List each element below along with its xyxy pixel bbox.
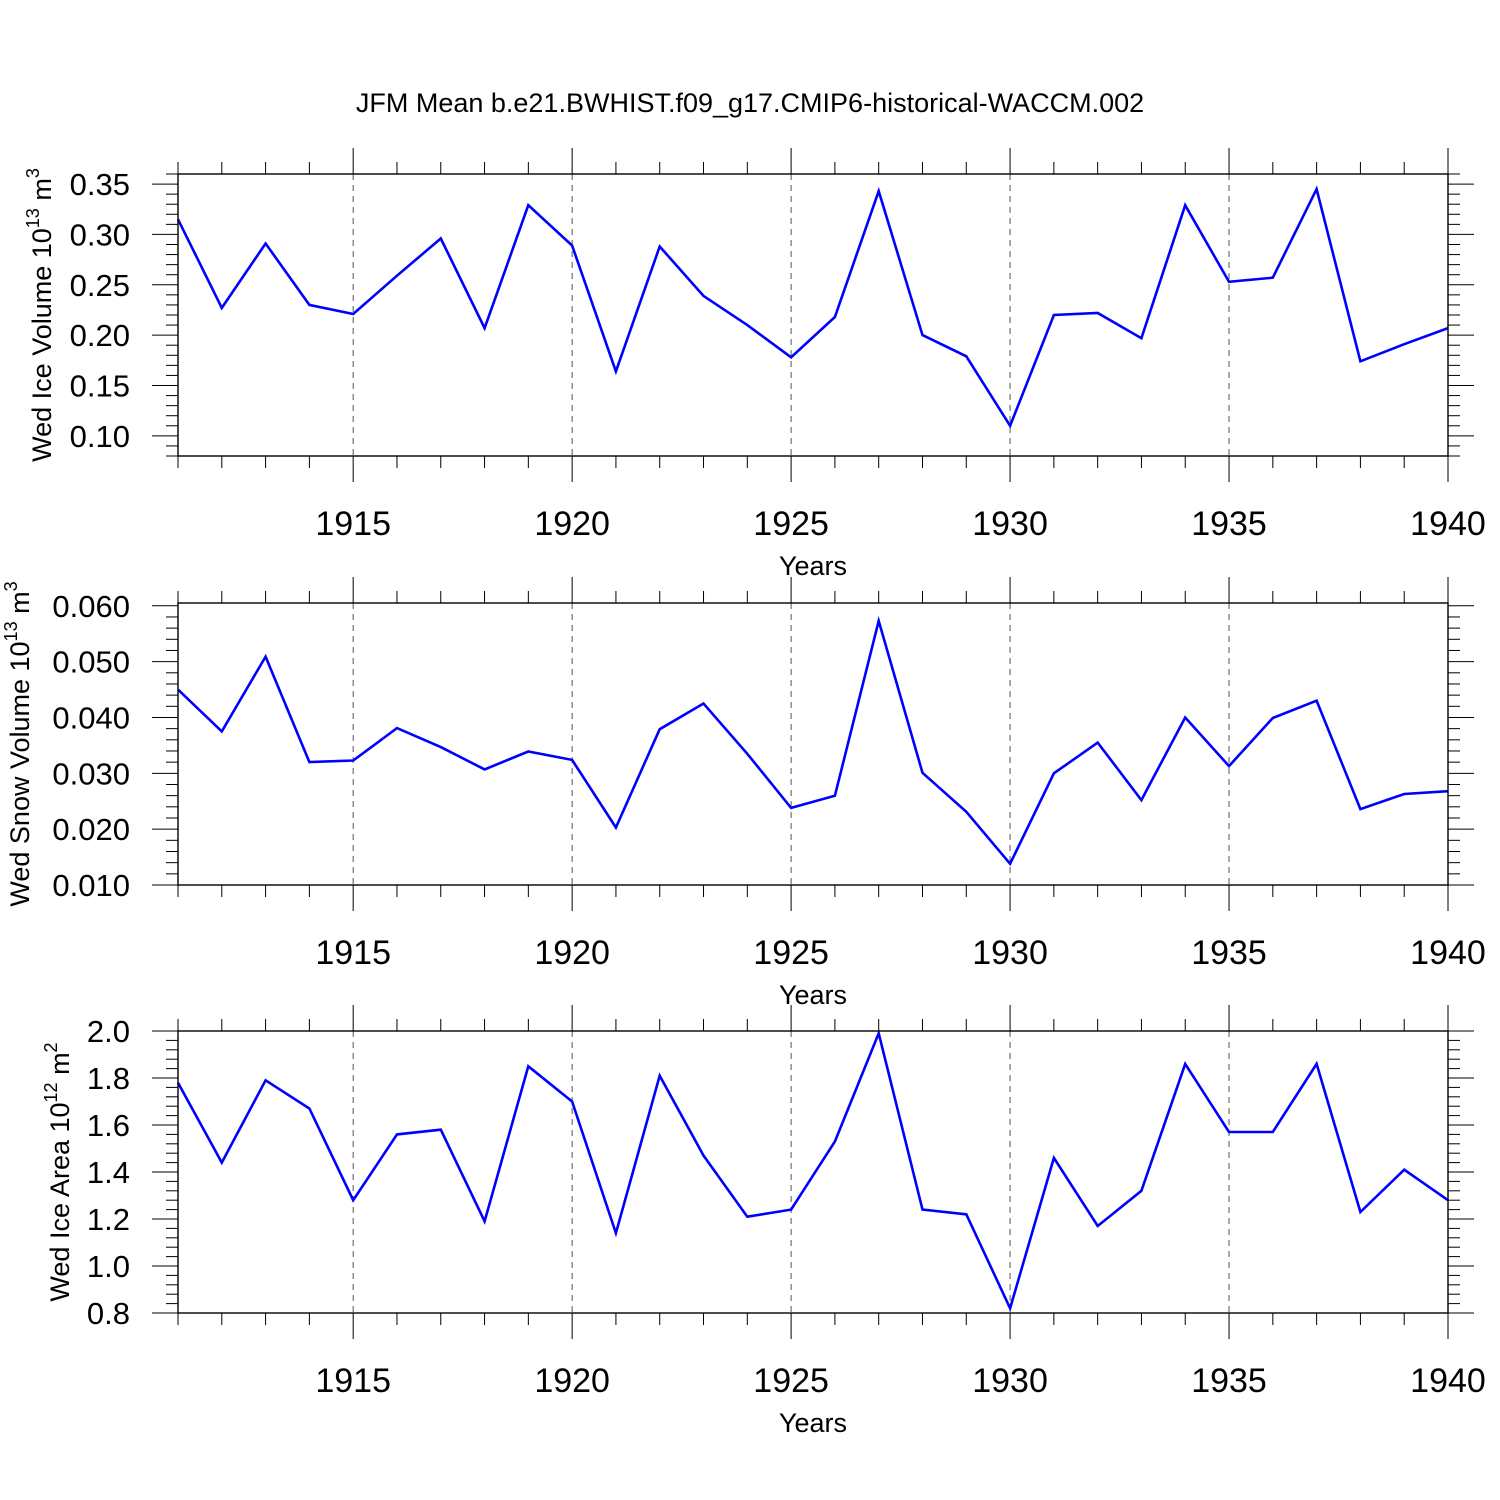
plot-frame — [177, 1030, 1449, 1314]
y-tick-label: 1.4 — [87, 1155, 130, 1190]
y-tick-label: 0.30 — [70, 217, 130, 252]
x-tick-label: 1920 — [534, 1362, 610, 1400]
y-tick-label: 0.020 — [52, 812, 130, 847]
x-tick-label: 1925 — [753, 1362, 829, 1400]
y-tick-label: 1.6 — [87, 1108, 130, 1143]
y-axis-label-unit-exponent: 2 — [41, 1042, 61, 1052]
x-tick-label: 1925 — [753, 934, 829, 972]
y-tick-label: 0.050 — [52, 645, 130, 680]
x-tick-label: 1920 — [534, 934, 610, 972]
x-tick-label: 1935 — [1191, 1362, 1267, 1400]
chart-panel-2: 0.010 0.020 0.030 0.040 0.050 0.060 1915 1920 19… — [1, 577, 1486, 1010]
plot-frame — [177, 602, 1449, 886]
x-tick-label: 1940 — [1410, 934, 1486, 972]
x-tick-label: 1915 — [315, 1362, 391, 1400]
y-axis-label-main: Wed Ice Area 10 — [45, 1102, 75, 1301]
y-axis-label-exponent: 12 — [41, 1082, 61, 1102]
y-tick-label: 0.030 — [52, 756, 130, 791]
y-tick-label: 1.0 — [87, 1249, 130, 1284]
y-tick-label: 1.2 — [87, 1202, 130, 1237]
y-axis-label-unit: m — [5, 591, 35, 621]
y-axis-label-unit: m — [45, 1052, 75, 1082]
x-tick-label: 1915 — [315, 505, 391, 543]
y-tick-label: 0.060 — [52, 589, 130, 624]
y-tick-label: 0.8 — [87, 1296, 130, 1331]
series-line — [176, 185, 1449, 429]
series-line — [176, 1029, 1449, 1312]
y-axis-label-exponent: 13 — [23, 208, 43, 228]
x-tick-label: 1930 — [972, 1362, 1048, 1400]
x-tick-label: 1930 — [972, 505, 1048, 543]
figure-title: JFM Mean b.e21.BWHIST.f09_g17.CMIP6-hist… — [356, 88, 1144, 118]
y-axis-label-unit-exponent: 3 — [1, 581, 21, 591]
y-tick-label: 2.0 — [87, 1014, 130, 1049]
y-axis-label-exponent: 13 — [1, 621, 21, 641]
y-axis-label-main: Wed Ice Volume 10 — [27, 228, 57, 462]
x-axis-label: Years — [779, 980, 847, 1010]
panels: 0.10 0.15 0.20 0.25 0.30 0.35 1915 1920 1925 1930… — [1, 148, 1486, 1438]
x-tick-label: 1935 — [1191, 934, 1267, 972]
plot-frame — [177, 173, 1449, 457]
y-axis-label: Wed Ice Area 1012 m2 — [41, 1042, 75, 1301]
y-tick-label: 0.10 — [70, 419, 130, 454]
chart-panel-1: 0.10 0.15 0.20 0.25 0.30 0.35 1915 1920 1925 1930… — [23, 148, 1486, 581]
x-tick-label: 1940 — [1410, 505, 1486, 543]
y-tick-label: 0.040 — [52, 700, 130, 735]
x-axis-label: Years — [779, 551, 847, 581]
series-line — [177, 615, 1449, 867]
chart-panel-3: 0.8 1.0 1.2 1.4 1.6 1.8 2.0 1915 1920 1925 1930 193… — [41, 1005, 1486, 1438]
y-tick-label: 0.25 — [70, 268, 130, 303]
y-axis-label: Wed Snow Volume 1013 m3 — [1, 581, 35, 906]
y-axis-label-unit-exponent: 3 — [23, 168, 43, 178]
y-axis-label-unit: m — [27, 178, 57, 208]
x-tick-label: 1935 — [1191, 505, 1267, 543]
x-tick-label: 1925 — [753, 505, 829, 543]
x-tick-label: 1920 — [534, 505, 610, 543]
y-tick-label: 1.8 — [87, 1061, 130, 1096]
y-axis-label: Wed Ice Volume 1013 m3 — [23, 168, 57, 462]
x-tick-label: 1940 — [1410, 1362, 1486, 1400]
y-tick-label: 0.15 — [70, 369, 130, 404]
x-tick-label: 1930 — [972, 934, 1048, 972]
y-tick-label: 0.010 — [52, 868, 130, 903]
y-tick-label: 0.35 — [70, 167, 130, 202]
y-tick-label: 0.20 — [70, 318, 130, 353]
x-axis-label: Years — [779, 1408, 847, 1438]
x-tick-label: 1915 — [315, 934, 391, 972]
y-axis-label-main: Wed Snow Volume 10 — [5, 641, 35, 906]
